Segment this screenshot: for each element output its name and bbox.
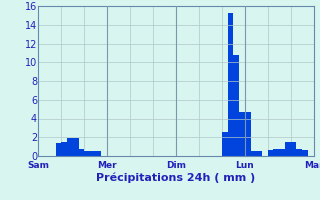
- Bar: [222, 132, 228, 156]
- Bar: [96, 151, 101, 156]
- Bar: [302, 150, 308, 156]
- Bar: [61, 142, 67, 156]
- Bar: [256, 151, 262, 156]
- Bar: [233, 55, 239, 156]
- Bar: [67, 138, 73, 156]
- Bar: [251, 151, 256, 156]
- Bar: [239, 112, 245, 156]
- Bar: [268, 150, 274, 156]
- Bar: [78, 149, 84, 156]
- Bar: [274, 149, 279, 156]
- Bar: [56, 143, 61, 156]
- Bar: [296, 149, 302, 156]
- Bar: [285, 142, 291, 156]
- Bar: [73, 138, 78, 156]
- Bar: [279, 149, 285, 156]
- Bar: [245, 112, 251, 156]
- Bar: [90, 151, 96, 156]
- Bar: [228, 13, 233, 156]
- X-axis label: Précipitations 24h ( mm ): Précipitations 24h ( mm ): [96, 173, 256, 183]
- Bar: [291, 142, 296, 156]
- Bar: [84, 151, 90, 156]
